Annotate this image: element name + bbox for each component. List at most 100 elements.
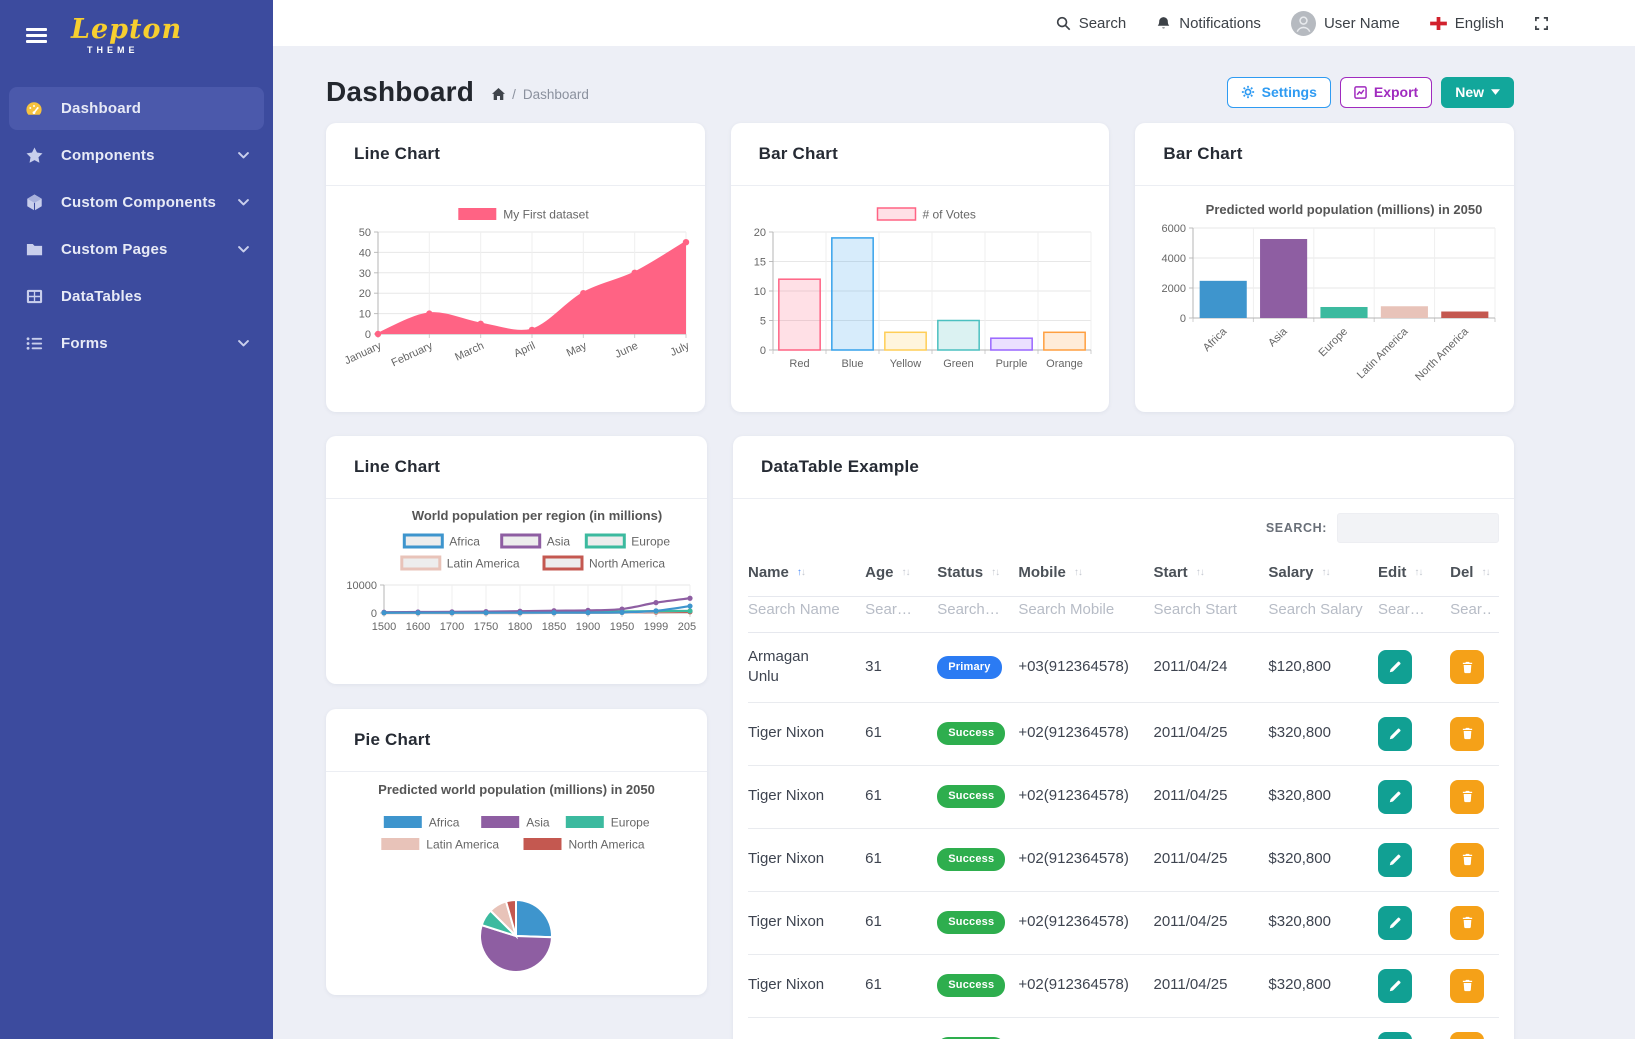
column-header-del[interactable]: Del ↑ ↓ xyxy=(1450,549,1499,597)
filter-input-mobile[interactable] xyxy=(1018,601,1146,618)
cell-start: 2011/04/25 xyxy=(1153,890,1269,954)
topbar-notifications[interactable]: Notifications xyxy=(1156,15,1261,32)
column-header-mobile[interactable]: Mobile ↑ ↓ xyxy=(1018,549,1154,597)
cell-age: 61 xyxy=(865,701,938,765)
sort-icon[interactable]: ↑ ↓ xyxy=(1195,567,1205,578)
edit-button[interactable] xyxy=(1378,905,1413,940)
bar-chart-canvas: # of Votes 0 5 10 15 20 Red Blue Yellow Green Purp… xyxy=(743,198,1098,388)
menu-toggle-icon[interactable] xyxy=(26,28,47,43)
chevron-down-icon xyxy=(238,340,249,347)
sort-icon[interactable]: ↑ ↓ xyxy=(991,567,1000,578)
table-search-input[interactable] xyxy=(1337,513,1499,543)
sidebar-item-custom-pages[interactable]: Custom Pages xyxy=(9,228,264,271)
data-table: Name ↑ ↓ Age ↑ ↓ Status ↑ ↓ Mobile ↑ ↓ Start ↑ ↓ Salary… xyxy=(748,549,1499,1039)
star-icon xyxy=(24,146,44,165)
app-logo[interactable]: Lepton THEME xyxy=(71,16,182,55)
svg-text:50: 50 xyxy=(359,227,371,239)
sidebar: Lepton THEME Dashboard Components Custom C… xyxy=(0,0,273,1039)
filter-input-edit[interactable] xyxy=(1378,601,1443,618)
edit-button[interactable] xyxy=(1378,842,1413,877)
edit-button[interactable] xyxy=(1378,716,1413,751)
filter-input-name[interactable] xyxy=(748,601,858,618)
filter-input-del[interactable] xyxy=(1450,601,1491,618)
sidebar-item-dashboard[interactable]: Dashboard xyxy=(9,87,264,130)
svg-text:My First dataset: My First dataset xyxy=(503,208,589,222)
column-header-start[interactable]: Start ↑ ↓ xyxy=(1153,549,1269,597)
edit-button[interactable] xyxy=(1378,779,1413,814)
svg-text:Asia: Asia xyxy=(526,816,550,830)
line-chart-canvas: My First dataset 0 10 20 30 40 50 January Februa… xyxy=(338,198,693,388)
export-button[interactable]: Export xyxy=(1339,76,1433,108)
delete-button[interactable] xyxy=(1450,1031,1485,1039)
delete-button[interactable] xyxy=(1450,650,1485,685)
sidebar-item-custom-components[interactable]: Custom Components xyxy=(9,181,264,224)
svg-text:Blue: Blue xyxy=(841,358,863,370)
column-header-edit[interactable]: Edit ↑ ↓ xyxy=(1378,549,1451,597)
table-row: Armagan Unlu 31 Primary +03(912364578) 2011/… xyxy=(748,633,1499,703)
sort-icon[interactable]: ↑ ↓ xyxy=(1073,567,1083,578)
sidebar-item-datatables[interactable]: DataTables xyxy=(9,275,264,318)
filter-input-start[interactable] xyxy=(1153,601,1261,618)
svg-text:Latin America: Latin America xyxy=(1355,325,1411,381)
cell-mobile: +02(912364578) xyxy=(1018,827,1154,891)
charts-row: Line Chart My First dataset 0 10 20 30 40 50 Ja… xyxy=(326,123,1515,412)
svg-text:10: 10 xyxy=(753,286,765,298)
filter-input-salary[interactable] xyxy=(1268,601,1371,618)
fullscreen-toggle[interactable] xyxy=(1534,16,1549,31)
topbar-language[interactable]: English xyxy=(1429,15,1504,32)
trash-icon xyxy=(1461,661,1474,674)
sort-icon[interactable]: ↑ ↓ xyxy=(1321,567,1330,578)
delete-button[interactable] xyxy=(1450,779,1485,814)
column-header-age[interactable]: Age ↑ ↓ xyxy=(865,549,938,597)
home-icon[interactable] xyxy=(492,88,506,100)
topbar: Search Notifications User Name English xyxy=(273,0,1635,46)
pencil-icon xyxy=(1388,853,1402,867)
status-badge: Success xyxy=(937,1037,1006,1039)
sort-icon[interactable]: ↑ ↓ xyxy=(901,567,910,578)
sidebar-item-components[interactable]: Components xyxy=(9,134,264,177)
filter-input-age[interactable] xyxy=(865,601,930,618)
column-label: Status xyxy=(937,564,984,581)
svg-text:Latin America: Latin America xyxy=(446,557,519,571)
svg-text:Africa: Africa xyxy=(449,535,480,549)
column-header-salary[interactable]: Salary ↑ ↓ xyxy=(1268,549,1379,597)
column-header-status[interactable]: Status ↑ ↓ xyxy=(937,549,1019,597)
chart-export-icon xyxy=(1354,85,1367,99)
delete-button[interactable] xyxy=(1450,905,1485,940)
sidebar-item-forms[interactable]: Forms xyxy=(9,322,264,365)
svg-text:North America: North America xyxy=(569,838,645,852)
pencil-icon xyxy=(1388,916,1402,930)
column-header-name[interactable]: Name ↑ ↓ xyxy=(748,549,866,597)
delete-button[interactable] xyxy=(1450,842,1485,877)
cell-status: Success xyxy=(937,827,1019,891)
filter-input-status[interactable] xyxy=(937,601,1011,618)
delete-button[interactable] xyxy=(1450,716,1485,751)
svg-text:# of Votes: # of Votes xyxy=(922,208,975,222)
delete-button[interactable] xyxy=(1450,968,1485,1003)
cell-age: 61 xyxy=(865,1016,938,1039)
sort-icon[interactable]: ↑ ↓ xyxy=(1481,567,1490,578)
bar-chart-canvas: Predicted world population (millions) in… xyxy=(1147,198,1502,396)
svg-text:15: 15 xyxy=(753,257,765,269)
status-badge: Success xyxy=(937,785,1006,808)
topbar-search-label: Search xyxy=(1078,14,1127,32)
svg-text:March: March xyxy=(453,340,486,364)
settings-button[interactable]: Settings xyxy=(1226,76,1331,108)
sidebar-item-label: Custom Pages xyxy=(61,241,168,258)
card-title: Bar Chart xyxy=(1163,144,1243,163)
cell-start: 2011/04/25 xyxy=(1153,701,1269,765)
edit-button[interactable] xyxy=(1378,1031,1413,1039)
topbar-search[interactable]: Search xyxy=(1056,14,1127,32)
page-header: Dashboard / Dashboard Settings Export xyxy=(326,76,1514,108)
svg-text:Latin America: Latin America xyxy=(426,838,499,852)
topbar-user-menu[interactable]: User Name xyxy=(1290,10,1400,36)
new-button[interactable]: New xyxy=(1441,76,1514,108)
sort-icon[interactable]: ↑ ↓ xyxy=(796,567,806,578)
sort-icon[interactable]: ↑ ↓ xyxy=(1414,567,1423,578)
cell-edit xyxy=(1378,827,1451,891)
svg-text:1700: 1700 xyxy=(439,621,463,633)
edit-button[interactable] xyxy=(1378,650,1413,685)
edit-button[interactable] xyxy=(1378,968,1413,1003)
